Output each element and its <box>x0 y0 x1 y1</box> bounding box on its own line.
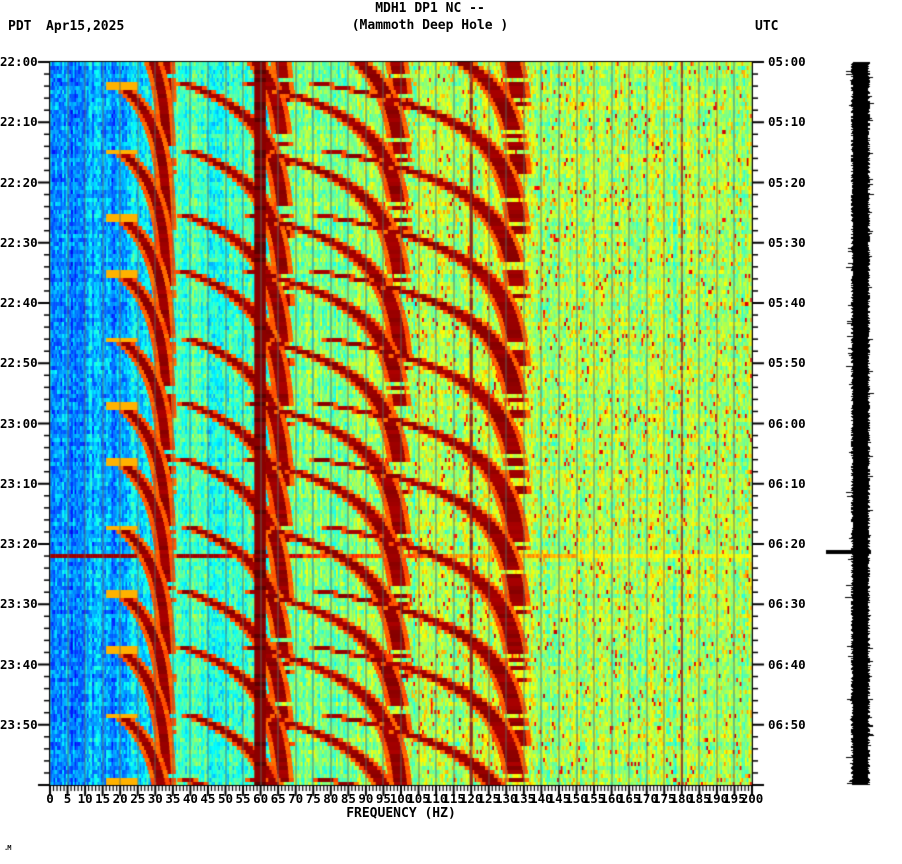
left-time-label: 22:40 <box>0 295 38 310</box>
right-time-label: 05:40 <box>768 295 806 310</box>
frequency-tick-label: 15 <box>95 791 111 806</box>
frequency-tick-label: 85 <box>340 791 356 806</box>
frequency-tick-label: 130 <box>495 791 518 806</box>
plot-title-line1: MDH1 DP1 NC -- <box>375 1 485 16</box>
left-time-label: 22:10 <box>0 114 38 130</box>
plot-title: MDH1 DP1 NC -- (Mammoth Deep Hole ) <box>50 0 810 34</box>
frequency-tick-label: 190 <box>705 791 729 806</box>
frequency-tick-label: 30 <box>147 791 163 806</box>
left-time-label: 23:20 <box>0 536 38 551</box>
right-time-label: 06:00 <box>768 415 806 431</box>
right-time-label: 05:00 <box>768 54 806 69</box>
frequency-tick-label: 110 <box>424 791 448 806</box>
frequency-tick-label: 120 <box>459 791 483 806</box>
left-time-label: 23:50 <box>0 716 38 732</box>
frequency-tick-label: 200 <box>740 791 764 806</box>
frequency-axis-title: FREQUENCY (HZ) <box>346 806 456 821</box>
frequency-tick-label: 40 <box>182 791 198 806</box>
frequency-tick-label: 160 <box>600 791 623 806</box>
frequency-tick-label: 60 <box>253 791 269 806</box>
frequency-tick-label: 55 <box>235 791 251 806</box>
left-time-label: 23:30 <box>0 596 38 612</box>
frequency-tick-label: 5 <box>63 791 72 806</box>
frequency-tick-label: 90 <box>358 791 374 806</box>
left-time-label: 22:30 <box>0 234 38 250</box>
frequency-tick-label: 20 <box>112 791 128 806</box>
left-time-label: 23:10 <box>0 475 38 491</box>
frequency-tick-label: 170 <box>635 791 658 806</box>
right-time-label: 06:50 <box>768 716 806 732</box>
frequency-tick-label: 115 <box>442 791 465 806</box>
frequency-tick-label: 80 <box>323 791 339 806</box>
left-time-label: 22:20 <box>0 174 38 190</box>
frequency-tick-label: 0 <box>46 791 54 806</box>
frequency-tick-label: 100 <box>389 791 413 806</box>
frequency-tick-label: 95 <box>375 791 391 806</box>
right-time-label: 05:30 <box>768 234 806 250</box>
right-time-label: 06:30 <box>768 596 806 612</box>
frequency-tick-label: 145 <box>547 791 571 806</box>
frequency-tick-label: 175 <box>652 791 676 806</box>
frequency-tick-label: 105 <box>407 791 430 806</box>
frequency-tick-label: 165 <box>617 791 641 806</box>
frequency-tick-label: 195 <box>723 791 746 806</box>
right-time-label: 06:10 <box>768 475 806 491</box>
date-label: Apr15,2025 <box>46 19 125 34</box>
frequency-tick-label: 155 <box>582 791 606 806</box>
left-time-label: 22:50 <box>0 355 38 371</box>
right-time-label: 06:40 <box>768 656 806 672</box>
right-time-label: 06:20 <box>768 536 806 551</box>
timezone-right-label: UTC <box>755 19 779 34</box>
frequency-tick-label: 35 <box>165 791 181 806</box>
frequency-tick-label: 125 <box>477 791 501 806</box>
left-time-label: 23:40 <box>0 656 38 672</box>
frequency-tick-label: 10 <box>77 791 93 806</box>
left-time-label: 22:00 <box>0 54 38 69</box>
frequency-tick-label: 45 <box>200 791 216 806</box>
corner-mark: .M <box>4 844 12 852</box>
left-time-label: 23:00 <box>0 415 38 431</box>
frequency-tick-label: 25 <box>130 791 146 806</box>
timezone-left-label: PDT <box>8 19 32 34</box>
plot-title-line2: (Mammoth Deep Hole ) <box>351 18 509 33</box>
frequency-tick-label: 185 <box>688 791 711 806</box>
frequency-tick-label: 50 <box>217 791 234 806</box>
right-time-label: 05:10 <box>768 114 806 130</box>
frequency-tick-label: 180 <box>670 791 694 806</box>
frequency-tick-label: 75 <box>305 791 321 806</box>
frequency-tick-label: 140 <box>530 791 553 806</box>
right-time-label: 05:50 <box>768 355 806 371</box>
frequency-tick-label: 70 <box>288 791 304 806</box>
frequency-tick-label: 65 <box>270 791 286 806</box>
frequency-tick-label: 150 <box>565 791 588 806</box>
frequency-tick-label: 135 <box>512 791 536 806</box>
right-time-label: 05:20 <box>768 174 806 190</box>
